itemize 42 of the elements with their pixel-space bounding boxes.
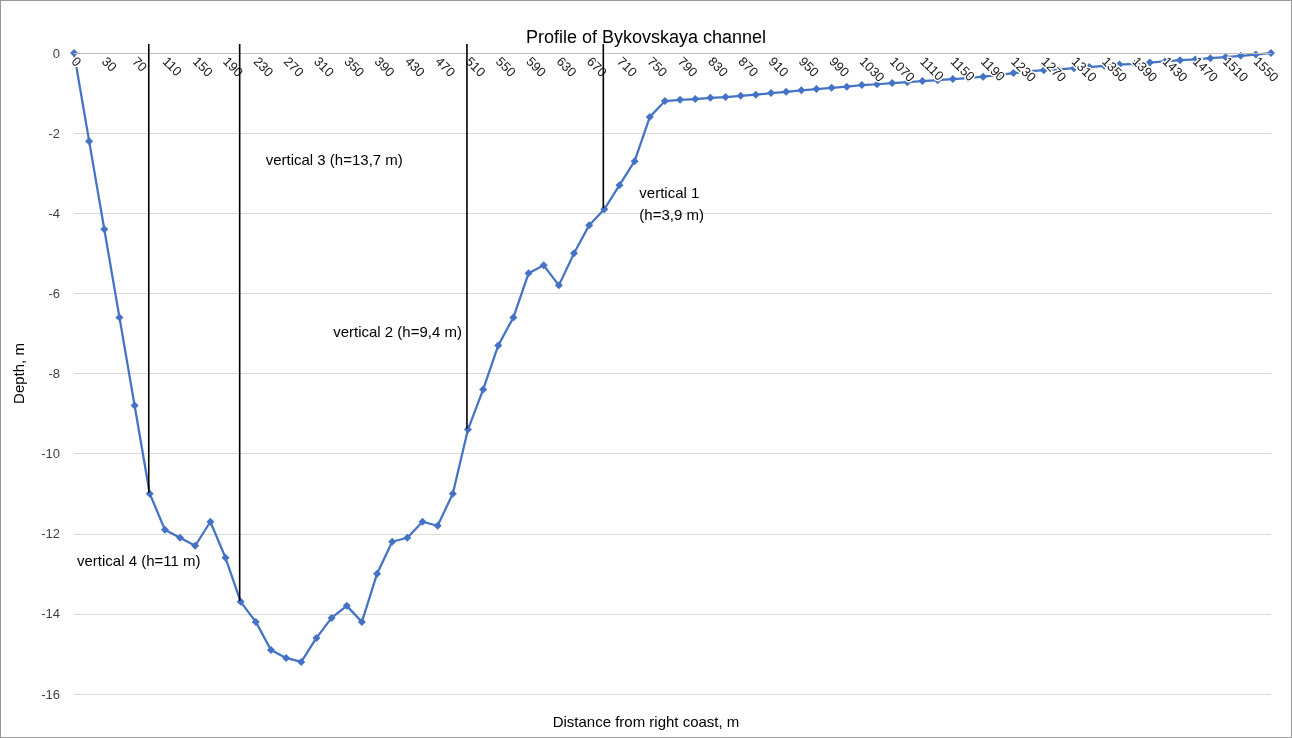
y-tick-label: -16 xyxy=(41,686,60,702)
x-tick-label: 550 xyxy=(492,53,519,80)
annotation: vertical 3 (h=13,7 m) xyxy=(265,151,403,169)
x-tick-label: 750 xyxy=(644,53,671,80)
y-tick-label: -8 xyxy=(48,366,60,381)
x-tick-label: 830 xyxy=(705,53,732,80)
x-tick-label: 510 xyxy=(462,53,489,80)
y-tick-label: -2 xyxy=(48,125,60,141)
annotation: vertical 2 (h=9,4 m) xyxy=(333,322,462,340)
x-tick-label: 190 xyxy=(220,53,247,80)
x-tick-label: 0 xyxy=(68,53,85,70)
x-tick-label: 790 xyxy=(674,53,701,80)
x-tick-label: 30 xyxy=(99,53,120,75)
x-tick-label: 990 xyxy=(826,53,853,80)
x-tick-label: 710 xyxy=(614,53,641,80)
chart-title: Profile of Bykovskaya channel xyxy=(525,27,767,47)
y-tick-label: -12 xyxy=(41,526,60,542)
x-tick-label: 590 xyxy=(523,53,550,80)
x-tick-label: 470 xyxy=(432,53,459,80)
x-tick-label: 110 xyxy=(159,53,185,79)
x-tick-label: 270 xyxy=(280,53,307,80)
x-tick-label: 870 xyxy=(735,53,762,80)
x-tick-label: 1110 xyxy=(917,53,947,84)
x-tick-label: 390 xyxy=(371,53,398,80)
annotation: vertical 1 (h=3,9 m) xyxy=(639,184,704,224)
annotation: vertical 4 (h=11 m) xyxy=(77,551,201,569)
x-tick-label: 70 xyxy=(129,53,151,75)
x-tick-label: 670 xyxy=(583,53,610,80)
x-tick-label: 950 xyxy=(795,53,822,80)
x-tick-label: 630 xyxy=(553,53,580,80)
x-tick-label: 150 xyxy=(189,53,216,80)
x-tick-label: 910 xyxy=(765,53,792,80)
x-axis-title: Distance from right coast, m xyxy=(552,713,740,730)
x-tick-label: 430 xyxy=(402,53,428,80)
x-tick-label: 230 xyxy=(250,53,277,80)
y-tick-label: -6 xyxy=(48,285,60,301)
y-tick-label: -14 xyxy=(41,606,60,622)
x-tick-label: 350 xyxy=(341,53,368,80)
y-tick-label: -10 xyxy=(41,446,60,462)
y-tick-label: -4 xyxy=(48,205,60,221)
y-axis-title: Depth, m xyxy=(10,343,27,404)
x-tick-label: 310 xyxy=(311,53,338,80)
